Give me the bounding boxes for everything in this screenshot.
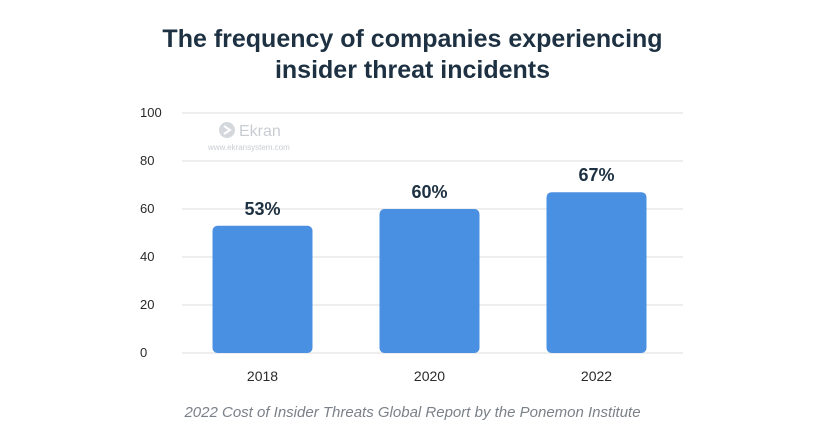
y-tick-label: 80	[140, 153, 154, 168]
x-tick-label-2020: 2020	[414, 368, 445, 384]
data-label-2020: 60%	[411, 182, 447, 202]
data-label-2022: 67%	[578, 165, 614, 185]
watermark-url: www.ekransystem.com	[207, 143, 290, 152]
ekran-logo-icon	[219, 122, 235, 138]
y-tick-label: 100	[140, 105, 162, 120]
watermark: Ekran www.ekransystem.com	[207, 122, 290, 152]
x-axis-labels: 2018 2020 2022	[247, 368, 612, 384]
y-tick-label: 60	[140, 201, 154, 216]
y-tick-label: 40	[140, 249, 154, 264]
chart-title: The frequency of companies experiencing …	[0, 24, 825, 86]
chart-source-caption: 2022 Cost of Insider Threats Global Repo…	[184, 404, 641, 421]
x-tick-label-2018: 2018	[247, 368, 278, 384]
watermark-name: Ekran	[239, 123, 281, 140]
data-label-2018: 53%	[244, 199, 280, 219]
bar-2018	[212, 225, 313, 353]
bar-2020	[379, 209, 480, 353]
chart-title-line-1: The frequency of companies experiencing	[162, 25, 663, 53]
y-axis-ticks: 0 20 40 60 80 100	[140, 105, 162, 360]
chart-title-line-2: insider threat incidents	[274, 56, 551, 84]
y-tick-label: 20	[140, 297, 154, 312]
x-tick-label-2022: 2022	[581, 368, 612, 384]
bar-2022	[546, 192, 647, 353]
y-tick-label: 0	[140, 345, 147, 360]
bars: 53% 60% 67%	[212, 165, 647, 353]
